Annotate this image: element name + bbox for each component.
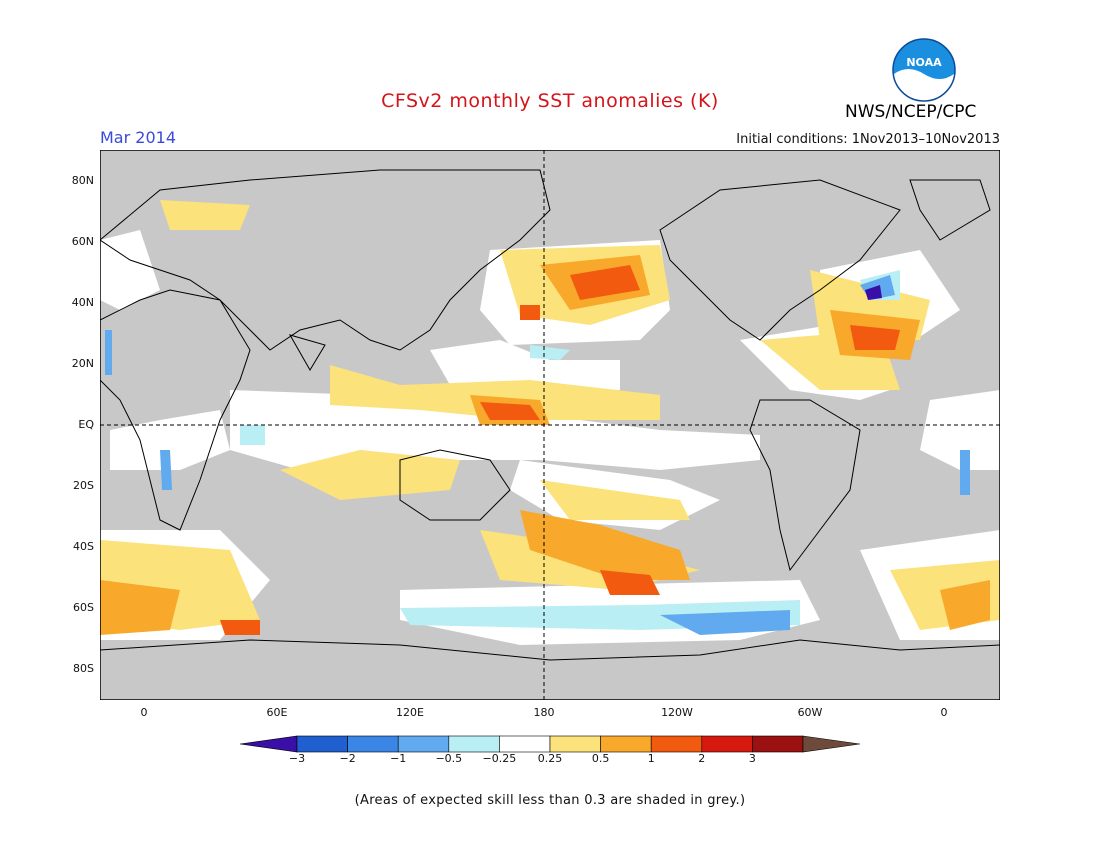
footnote: (Areas of expected skill less than 0.3 a… <box>354 793 746 808</box>
colorbar-segment <box>600 735 652 753</box>
lon-label: 60E <box>266 706 288 719</box>
colorbar-segment <box>701 735 753 753</box>
colorbar-segment <box>499 735 551 753</box>
lat-label: EQ <box>78 418 94 431</box>
colorbar-tick-label: −0.5 <box>435 752 463 765</box>
logo-text: NOAA <box>906 56 942 69</box>
colorbar <box>240 735 860 753</box>
colorbar-tick-label: 0.5 <box>591 752 610 765</box>
agency-label: NWS/NCEP/CPC <box>845 102 977 122</box>
initial-conditions: Initial conditions: 1Nov2013–10Nov2013 <box>736 132 1000 147</box>
colorbar-segment <box>448 735 500 753</box>
colorbar-tick-label: 0.25 <box>537 752 563 765</box>
lon-label: 60W <box>797 706 823 719</box>
chart-title: CFSv2 monthly SST anomalies (K) <box>381 90 719 112</box>
colorbar-tick-label: −0.25 <box>482 752 517 765</box>
warm-anomaly-strong <box>220 265 900 635</box>
lat-label: 60N <box>71 235 94 248</box>
colorbar-tick-label: 1 <box>647 752 655 765</box>
colorbar-segment <box>397 735 450 753</box>
lat-label: 80N <box>71 174 94 187</box>
lon-label: 120W <box>661 706 693 719</box>
lat-label: 20S <box>73 479 94 492</box>
lat-label: 60S <box>73 601 94 614</box>
lat-label: 80S <box>73 662 94 675</box>
noaa-logo: NOAA <box>892 38 956 102</box>
colorbar-tick-label: 3 <box>748 752 756 765</box>
lon-label: 120E <box>396 706 424 719</box>
colorbar-segment <box>240 735 298 753</box>
coastlines <box>100 169 1000 661</box>
cool-anomaly-strong <box>865 285 882 300</box>
lon-label: 0 <box>940 706 948 719</box>
colorbar-segment <box>802 735 860 753</box>
lat-label: 40N <box>71 296 94 309</box>
forecast-month: Mar 2014 <box>100 128 176 147</box>
lat-label: 20N <box>71 357 94 370</box>
colorbar-segment <box>549 735 601 753</box>
colorbar-segment <box>347 735 399 753</box>
sst-anomaly-map <box>100 150 1000 700</box>
colorbar-segment <box>752 735 804 753</box>
lat-label: 40S <box>73 540 94 553</box>
colorbar-tick-label: 2 <box>698 752 706 765</box>
colorbar-tick-label: −1 <box>390 752 407 765</box>
lon-label: 0 <box>140 706 148 719</box>
colorbar-tick-label: −3 <box>288 752 306 765</box>
colorbar-tick-label: −2 <box>339 752 356 765</box>
lon-label: 180 <box>533 706 555 719</box>
colorbar-segment <box>650 735 703 753</box>
colorbar-segment <box>296 735 348 753</box>
